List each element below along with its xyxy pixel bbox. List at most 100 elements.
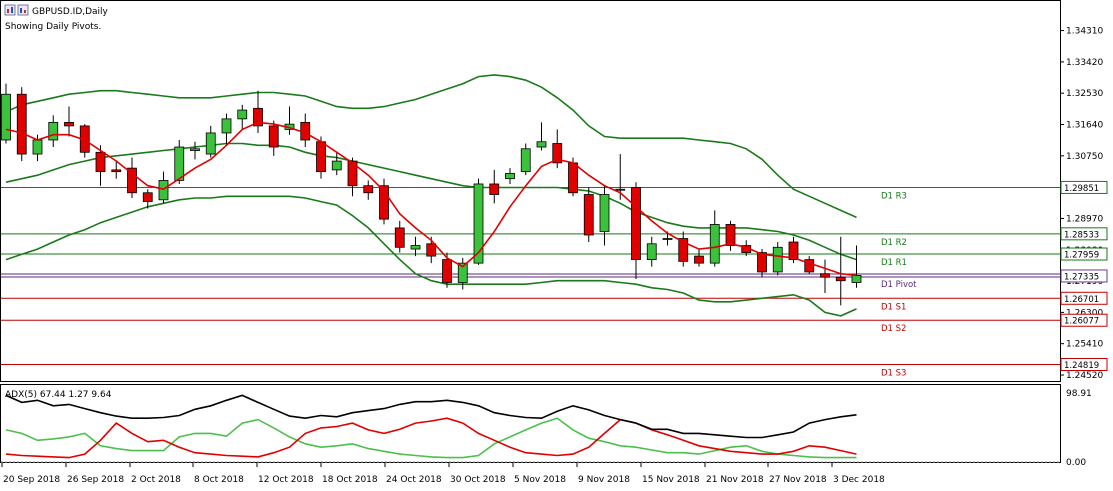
bull-candle: [457, 257, 468, 290]
bull-candle: [48, 115, 59, 148]
bull-candle: [709, 210, 720, 267]
candle-body: [331, 160, 342, 171]
bear-candle: [268, 120, 279, 156]
candle-body: [32, 139, 43, 155]
time-tick-label: 26 Sep 2018: [67, 475, 124, 485]
pivot-label: D1 S1: [881, 302, 906, 312]
candles: [1, 83, 862, 306]
adx-axis: 98.91 0.00: [1066, 389, 1092, 468]
candle-body: [253, 107, 263, 127]
candle-body: [268, 125, 279, 148]
bear-candle: [694, 249, 704, 267]
candle-body: [662, 238, 673, 240]
pivot-tag-value: 1.24819: [1064, 361, 1099, 371]
candle-body: [174, 146, 185, 181]
candle-body: [442, 259, 452, 283]
bear-candle: [678, 231, 689, 267]
ma-line: [5, 121, 857, 277]
candle-body: [1, 93, 11, 141]
bull-candle: [520, 143, 531, 176]
bear-candle: [127, 157, 137, 199]
symbol-title: GBPUSD.ID,Daily: [32, 7, 109, 17]
time-tick-label: 8 Oct 2018: [194, 475, 244, 485]
pivot-price-tags: 1.29851 1.28533 1.27959 1.27335 1.26701 1.260…: [1060, 180, 1108, 371]
bull-candle: [331, 152, 342, 176]
main-panel-frame: [0, 0, 1061, 382]
price-tick-label: 1.31640: [1066, 121, 1103, 131]
candle-body: [111, 169, 122, 173]
bull-candle: [237, 104, 248, 130]
adx-label: ADX(5) 67.44 1.27 9.64: [5, 390, 112, 400]
bear-candle: [489, 169, 500, 204]
bear-candle: [111, 161, 122, 179]
candle-body: [190, 148, 200, 151]
pivot-tag-value: 1.29851: [1064, 184, 1099, 194]
bear-candle: [64, 106, 74, 137]
pivot-tag-box: [1060, 180, 1108, 194]
candle-body: [158, 180, 169, 201]
time-tick-label: 24 Oct 2018: [386, 475, 442, 485]
bear-candle: [552, 129, 563, 169]
bear-candle: [379, 178, 389, 225]
candle-body: [379, 185, 389, 220]
candle-body: [473, 183, 484, 264]
price-tick-label: 1.28970: [1066, 214, 1103, 224]
candle-body: [16, 93, 27, 155]
pivot-tag-value: 1.27335: [1064, 272, 1099, 282]
time-axis: 20 Sep 2018 26 Sep 2018 2 Oct 2018 8 Oct 20…: [1, 463, 885, 485]
time-tick-label: 3 Dec 2018: [833, 475, 885, 485]
bull-candle: [205, 125, 216, 158]
candle-body: [347, 160, 358, 187]
price-tick-label: 1.32530: [1066, 89, 1103, 99]
candle-body: [568, 162, 578, 194]
time-tick-label: 21 Nov 2018: [706, 475, 764, 485]
adx-lines: [1, 394, 1060, 463]
candle-body: [237, 109, 248, 120]
bear-candle: [725, 220, 736, 251]
bull-candle: [410, 236, 421, 257]
pivot-tag-box: [1060, 291, 1108, 305]
price-tick-label: 1.30750: [1066, 152, 1103, 162]
candle-body: [615, 188, 626, 191]
candle-body: [788, 241, 799, 261]
pivot-label: D1 R3: [881, 191, 907, 201]
candle-body: [410, 245, 421, 250]
pivot-tag-box: [1060, 227, 1108, 241]
candle-body: [221, 118, 232, 134]
candle-body: [142, 192, 153, 202]
bear-candle: [820, 259, 830, 294]
candle-body: [205, 132, 216, 155]
bull-candle: [158, 171, 169, 204]
candle-body: [851, 275, 862, 283]
price-tick-label: 1.24520: [1066, 371, 1103, 381]
candle-body: [757, 252, 767, 273]
time-tick-label: 9 Nov 2018: [578, 475, 630, 485]
candle-body: [835, 276, 846, 282]
pivot-note: Showing Daily Pivots.: [5, 22, 101, 32]
pivot-label: D1 S3: [881, 368, 906, 378]
time-tick-label: 12 Oct 2018: [258, 475, 314, 485]
candle-body: [725, 224, 736, 246]
candle-body: [505, 173, 515, 180]
candle-body: [646, 243, 657, 261]
time-tick-label: 27 Nov 2018: [769, 475, 827, 485]
bear-candle: [804, 256, 815, 274]
candle-body: [709, 224, 720, 264]
adx-line: [5, 394, 857, 439]
candle-body: [48, 121, 59, 141]
bull-candle: [473, 178, 484, 265]
candle-body: [457, 262, 468, 283]
price-tick-label: 1.34310: [1066, 27, 1103, 37]
pivot-tag-value: 1.26077: [1064, 317, 1099, 327]
bull-candle: [221, 113, 232, 146]
candle-body: [489, 183, 500, 195]
bull-candle: [772, 242, 783, 276]
candle-body: [552, 143, 563, 164]
candle-body: [804, 259, 815, 273]
moving-average: [5, 121, 857, 277]
candle-body: [772, 246, 783, 273]
pivot-label: D1 S2: [881, 324, 906, 334]
price-tick-label: 1.25410: [1066, 340, 1103, 350]
bull-candle: [599, 185, 610, 246]
